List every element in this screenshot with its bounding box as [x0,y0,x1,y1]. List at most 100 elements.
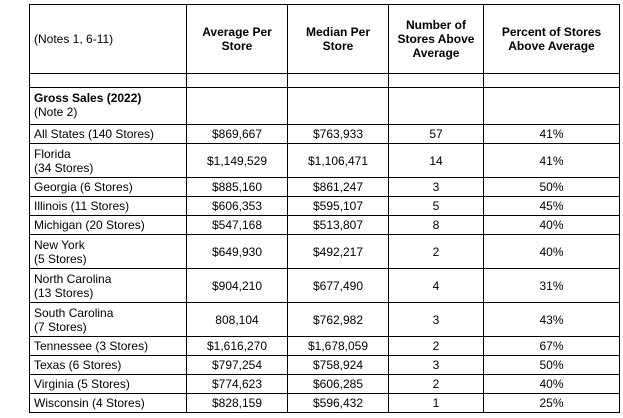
row-label: Illinois (11 Stores) [34,199,130,213]
average-per-store-cell: $1,149,529 [186,143,288,178]
empty-cell [388,87,484,125]
number-above-average-cell: 57 [388,124,484,144]
row-label-cell: Michigan (20 Stores) [29,215,187,235]
percent-above-average-cell: 41% [483,143,620,178]
table-row: New York (5 Stores) $649,930 $492,217 2 40% [29,234,620,269]
number-above-average-cell: 4 [388,268,484,303]
number-above-average-cell: 3 [388,302,484,337]
average-per-store-cell: $869,667 [186,124,288,144]
average-per-store-cell: $904,210 [186,268,288,303]
number-above-average-cell: 2 [388,234,484,269]
section-row: Gross Sales (2022) (Note 2) [29,87,620,125]
row-label-sub: (34 Stores) [34,160,94,175]
number-above-average-cell: 5 [388,196,484,216]
median-per-store-cell: $606,285 [287,374,389,394]
spacer-row [29,73,620,88]
row-label-cell: All States (140 Stores) [29,124,187,144]
median-per-store-cell: $595,107 [287,196,389,216]
empty-cell [483,87,620,125]
median-per-store-cell: $513,807 [287,215,389,235]
row-label: New York [34,237,85,252]
table-row: Michigan (20 Stores) $547,168 $513,807 8 40% [29,215,620,235]
row-label-cell: North Carolina (13 Stores) [29,268,187,303]
average-per-store-header: Average Per Store [186,4,288,74]
table-row: North Carolina (13 Stores) $904,210 $677,49… [29,268,620,303]
row-label-cell: Georgia (6 Stores) [29,177,187,197]
percent-above-average-header: Percent of Stores Above Average [483,4,620,74]
row-label: Texas (6 Stores) [34,358,122,372]
number-above-average-cell: 1 [388,393,484,413]
median-per-store-cell: $677,490 [287,268,389,303]
row-label-sub: (13 Stores) [34,285,94,300]
median-per-store-cell: $762,982 [287,302,389,337]
section-label-cell: Gross Sales (2022) (Note 2) [29,87,187,125]
median-per-store-cell: $1,106,471 [287,143,389,178]
gross-sales-table: (Notes 1, 6-11) Average Per Store Median… [29,4,620,413]
table-row: All States (140 Stores) $869,667 $763,933 5… [29,124,620,144]
table-row: Virginia (5 Stores) $774,623 $606,285 2 40% [29,374,620,394]
number-above-average-header: Number of Stores Above Average [388,4,484,74]
row-label-cell: Tennessee (3 Stores) [29,336,187,356]
average-per-store-cell: $828,159 [186,393,288,413]
median-per-store-cell: $861,247 [287,177,389,197]
row-label-cell: Florida (34 Stores) [29,143,187,178]
percent-above-average-cell: 40% [483,234,620,269]
average-per-store-cell: $797,254 [186,355,288,375]
median-per-store-cell: $492,217 [287,234,389,269]
section-note: (Note 2) [34,105,78,119]
table-row: Wisconsin (4 Stores) $828,159 $596,432 1 25% [29,393,620,413]
spacer-cell [388,73,484,88]
percent-above-average-cell: 40% [483,215,620,235]
row-label: Virginia (5 Stores) [34,377,130,391]
row-label-sub: (5 Stores) [34,251,87,266]
percent-above-average-cell: 67% [483,336,620,356]
row-label-cell: Texas (6 Stores) [29,355,187,375]
row-label-cell: New York (5 Stores) [29,234,187,269]
row-label: Tennessee (3 Stores) [34,339,149,353]
percent-above-average-cell: 25% [483,393,620,413]
notes-header: (Notes 1, 6-11) [29,4,187,74]
table-row: South Carolina (7 Stores) 808,104 $762,982 3… [29,302,620,337]
table-row: Florida (34 Stores) $1,149,529 $1,106,471 14… [29,143,620,178]
empty-cell [287,87,389,125]
average-per-store-cell: $885,160 [186,177,288,197]
median-per-store-cell: $758,924 [287,355,389,375]
table-row: Georgia (6 Stores) $885,160 $861,247 3 50% [29,177,620,197]
number-above-average-cell: 2 [388,336,484,356]
row-label: South Carolina [34,305,114,320]
average-per-store-cell: $1,616,270 [186,336,288,356]
average-per-store-cell: $774,623 [186,374,288,394]
row-label: Wisconsin (4 Stores) [34,396,145,410]
average-per-store-cell: $547,168 [186,215,288,235]
row-label-cell: Virginia (5 Stores) [29,374,187,394]
average-per-store-cell: $606,353 [186,196,288,216]
row-label-cell: Wisconsin (4 Stores) [29,393,187,413]
median-per-store-cell: $1,678,059 [287,336,389,356]
percent-above-average-cell: 31% [483,268,620,303]
number-above-average-cell: 3 [388,355,484,375]
number-above-average-cell: 2 [388,374,484,394]
average-per-store-cell: $649,930 [186,234,288,269]
percent-above-average-cell: 43% [483,302,620,337]
table-row: Tennessee (3 Stores) $1,616,270 $1,678,059… [29,336,620,356]
median-per-store-header: Median Per Store [287,4,389,74]
percent-above-average-cell: 50% [483,177,620,197]
spacer-cell [287,73,389,88]
header-row: (Notes 1, 6-11) Average Per Store Median… [29,4,620,74]
row-label-sub: (7 Stores) [34,319,87,334]
row-label: Florida [34,146,71,161]
percent-above-average-cell: 50% [483,355,620,375]
percent-above-average-cell: 40% [483,374,620,394]
row-label-cell: Illinois (11 Stores) [29,196,187,216]
table-row: Texas (6 Stores) $797,254 $758,924 3 50% [29,355,620,375]
spacer-cell [483,73,620,88]
spacer-cell [186,73,288,88]
average-per-store-cell: 808,104 [186,302,288,337]
row-label: Georgia (6 Stores) [34,180,133,194]
spacer-cell [29,73,187,88]
row-label: North Carolina [34,271,112,286]
row-label: Michigan (20 Stores) [34,218,145,232]
percent-above-average-cell: 41% [483,124,620,144]
sales-table-container: (Notes 1, 6-11) Average Per Store Median… [29,4,620,413]
table-row: Illinois (11 Stores) $606,353 $595,107 5 45% [29,196,620,216]
